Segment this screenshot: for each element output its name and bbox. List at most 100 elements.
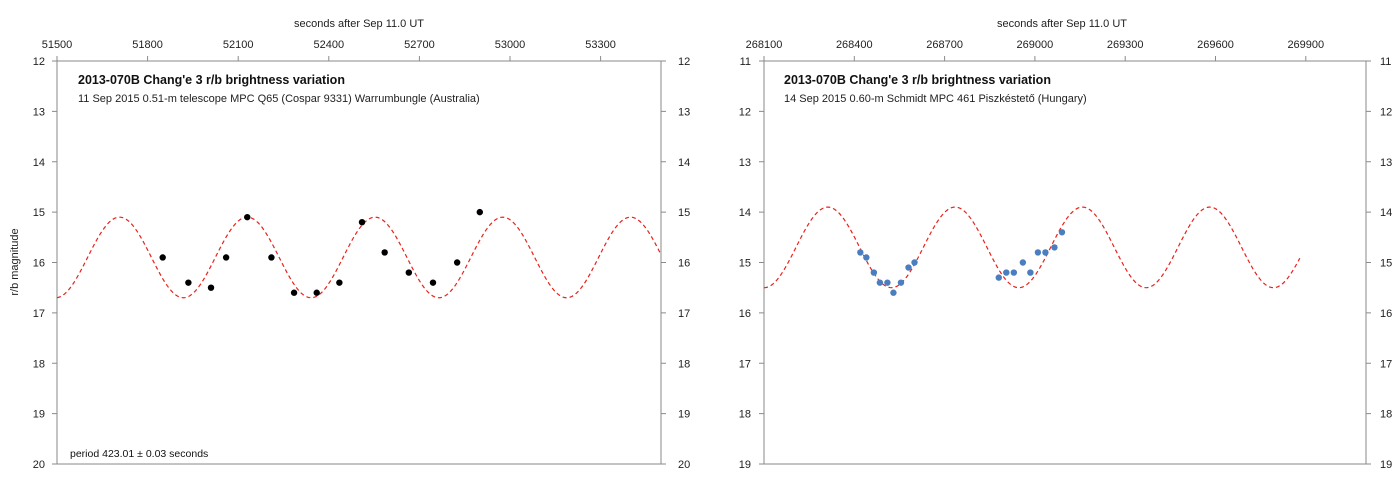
data-point	[268, 254, 275, 261]
top-axis-title-left: seconds after Sep 11.0 UT	[294, 18, 424, 30]
y-tick-label-right: 12	[1380, 106, 1392, 118]
data-point	[857, 249, 864, 256]
x-tick-label: 268700	[926, 39, 963, 51]
y-tick-label-left: 12	[739, 106, 751, 118]
data-point	[1010, 269, 1018, 276]
y-tick-label-left: 20	[33, 459, 45, 471]
top-axis-title-right: seconds after Sep 11.0 UT	[997, 18, 1127, 30]
y-tick-label-right: 16	[1380, 308, 1392, 320]
y-tick-label-left: 16	[33, 258, 45, 270]
data-point	[185, 279, 192, 286]
y-tick-label-left: 18	[33, 358, 45, 370]
chart-right: seconds after Sep 11.0 UT 2013-070B Chan…	[739, 18, 1393, 471]
data-point	[1051, 244, 1058, 251]
data-point	[222, 254, 230, 261]
data-point	[995, 274, 1002, 281]
data-point	[863, 254, 870, 261]
y-tick-label-left: 15	[33, 207, 45, 219]
data-point	[884, 279, 891, 286]
ticks-left: 51500 51800 52100 52400 52700 53000 53300 12 12 1…	[33, 39, 691, 471]
y-tick-label-left: 18	[739, 409, 751, 421]
y-tick-label-left: 14	[739, 207, 751, 219]
data-point	[207, 284, 215, 291]
x-tick-label: 52700	[404, 39, 435, 51]
y-tick-label-right: 17	[1380, 358, 1392, 370]
y-tick-label-right: 19	[1380, 459, 1392, 471]
data-point	[358, 219, 366, 226]
ticks-right: 268100 268400 268700 269000 269300 269600 2699…	[739, 39, 1393, 471]
period-note: period 423.01 ± 0.03 seconds	[70, 448, 208, 460]
x-tick-label: 52100	[223, 39, 254, 51]
data-point	[1003, 269, 1010, 276]
model-curve-right	[763, 206, 1301, 289]
x-tick-label: 51500	[42, 39, 73, 51]
x-tick-label: 269000	[1017, 39, 1054, 51]
data-point	[453, 259, 461, 266]
data-points-left	[159, 208, 483, 296]
y-tick-label-left: 13	[739, 157, 751, 169]
y-tick-label-right: 11	[1380, 56, 1391, 68]
y-tick-label-right: 13	[1380, 157, 1392, 169]
y-tick-label-right: 13	[678, 106, 690, 118]
chart-title-right: 2013-070B Chang'e 3 r/b brightness varia…	[784, 73, 1051, 87]
x-tick-label: 52400	[314, 39, 345, 51]
y-tick-label-right: 20	[678, 459, 690, 471]
data-point	[876, 279, 884, 286]
data-point	[897, 279, 905, 286]
y-tick-label-right: 18	[678, 358, 690, 370]
data-point	[290, 289, 298, 296]
x-tick-label: 53000	[495, 39, 526, 51]
plot-area-left	[56, 60, 662, 465]
data-point	[405, 269, 413, 276]
data-point	[159, 254, 166, 261]
y-tick-label-left: 14	[33, 157, 45, 169]
y-tick-label-left: 16	[739, 308, 751, 320]
data-point	[429, 279, 437, 286]
y-tick-label-right: 15	[678, 207, 690, 219]
data-point	[905, 264, 912, 271]
data-point	[1058, 229, 1066, 236]
y-tick-label-left: 19	[33, 409, 45, 421]
x-tick-label: 53300	[585, 39, 616, 51]
y-tick-label-right: 16	[678, 258, 690, 270]
y-tick-label-right: 15	[1380, 258, 1392, 270]
data-point	[870, 269, 878, 276]
y-axis-title-left: r/b magnitude	[9, 228, 21, 295]
y-tick-label-right: 12	[678, 56, 690, 68]
x-tick-label: 269900	[1287, 39, 1324, 51]
data-point	[313, 289, 320, 296]
chart-subtitle-left: 11 Sep 2015 0.51-m telescope MPC Q65 (Co…	[78, 93, 480, 105]
data-point	[244, 213, 251, 221]
x-tick-label: 268400	[836, 39, 873, 51]
x-tick-label: 269300	[1107, 39, 1144, 51]
y-tick-label-left: 11	[740, 56, 751, 68]
data-point	[1042, 249, 1049, 256]
y-tick-label-right: 14	[1380, 207, 1392, 219]
y-tick-label-left: 17	[33, 308, 45, 320]
y-tick-label-left: 15	[739, 258, 751, 270]
y-tick-label-left: 17	[739, 358, 751, 370]
data-point	[890, 289, 897, 296]
y-tick-label-right: 14	[678, 157, 690, 169]
y-tick-label-right: 19	[678, 409, 690, 421]
data-point	[1027, 269, 1034, 276]
x-tick-label: 268100	[746, 39, 783, 51]
y-tick-label-right: 18	[1380, 409, 1392, 421]
data-points-right	[857, 229, 1066, 296]
data-point	[1034, 249, 1042, 256]
y-tick-label-left: 19	[739, 459, 751, 471]
data-point	[476, 208, 483, 216]
y-tick-label-left: 13	[33, 106, 45, 118]
data-point	[381, 249, 388, 256]
data-point	[911, 259, 918, 266]
chart-subtitle-right: 14 Sep 2015 0.60-m Schmidt MPC 461 Piszk…	[784, 93, 1087, 105]
y-tick-label-right: 17	[678, 308, 690, 320]
y-tick-label-left: 12	[33, 56, 45, 68]
x-tick-label: 51800	[132, 39, 163, 51]
chart-title-left: 2013-070B Chang'e 3 r/b brightness varia…	[78, 73, 345, 87]
x-tick-label: 269600	[1197, 39, 1234, 51]
data-point	[1019, 259, 1027, 266]
data-point	[336, 279, 343, 286]
chart-left: seconds after Sep 11.0 UT r/b magnitude …	[9, 18, 690, 471]
